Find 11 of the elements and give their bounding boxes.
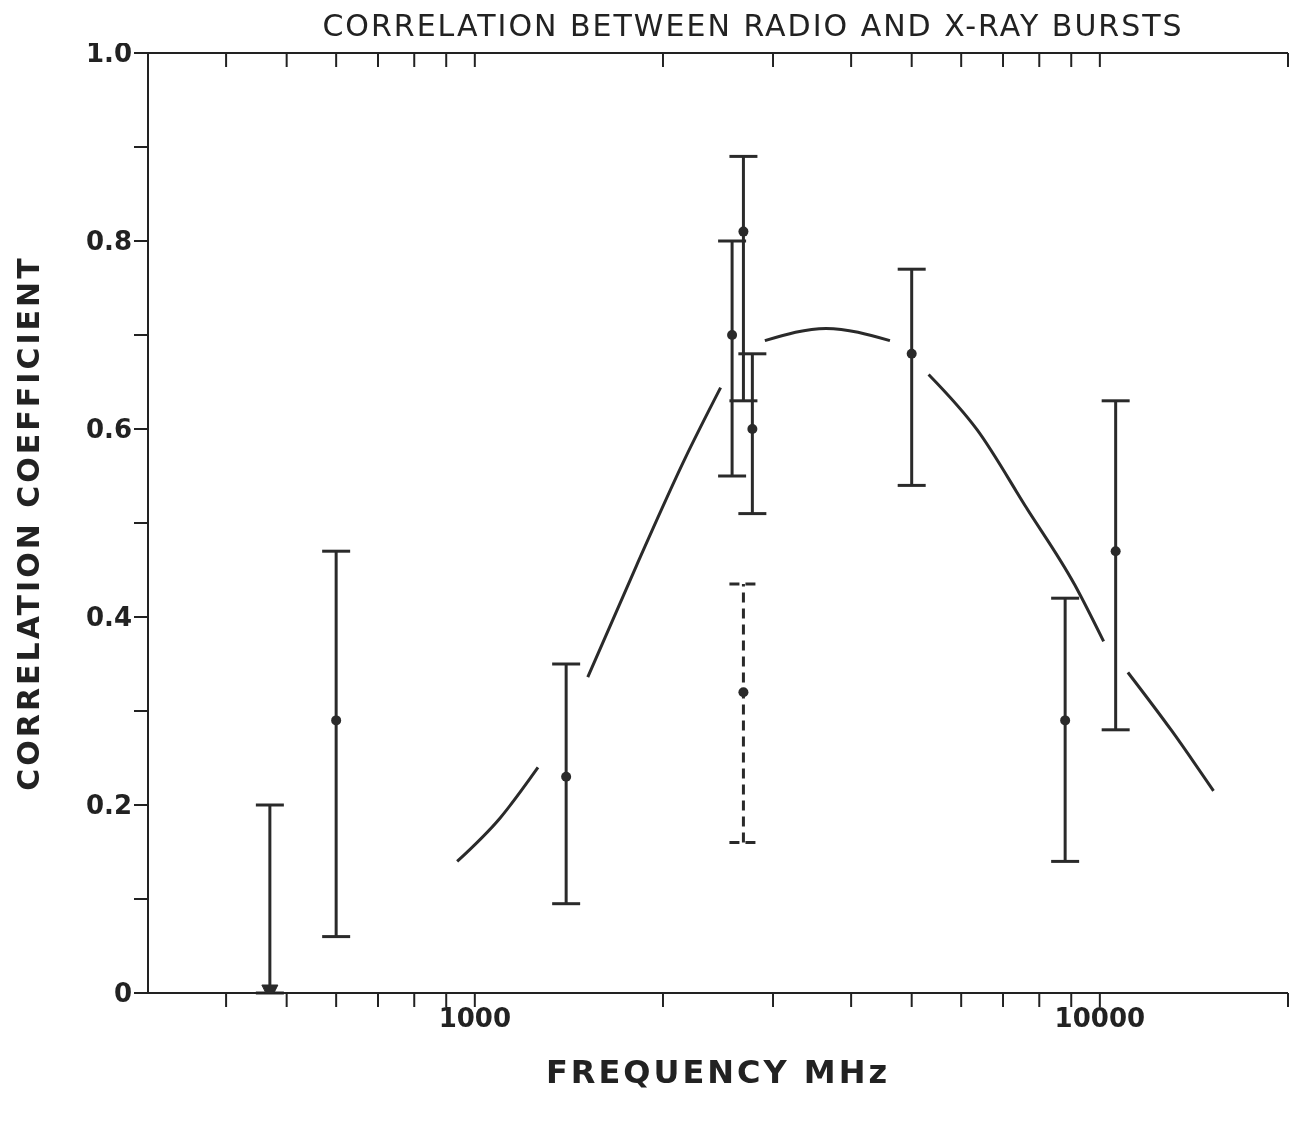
- y-tick-label: 0.8: [85, 226, 132, 257]
- x-axis-title: FREQUENCY MHz: [545, 1053, 891, 1091]
- x-tick-label: 1000: [438, 1003, 511, 1034]
- y-tick-label: 0.4: [85, 602, 132, 633]
- y-tick-label: 0.2: [85, 790, 132, 821]
- chart-title: CORRELATION BETWEEN RADIO AND X-RAY BURSTS: [322, 8, 1184, 43]
- y-tick-label: 0.6: [85, 414, 132, 445]
- x-tick-label: 10000: [1054, 1003, 1146, 1034]
- y-tick-label: 0: [113, 978, 132, 1009]
- y-axis-title: CORRELATION COEFFICIENT: [10, 255, 46, 791]
- y-tick-label: 1.0: [85, 38, 132, 69]
